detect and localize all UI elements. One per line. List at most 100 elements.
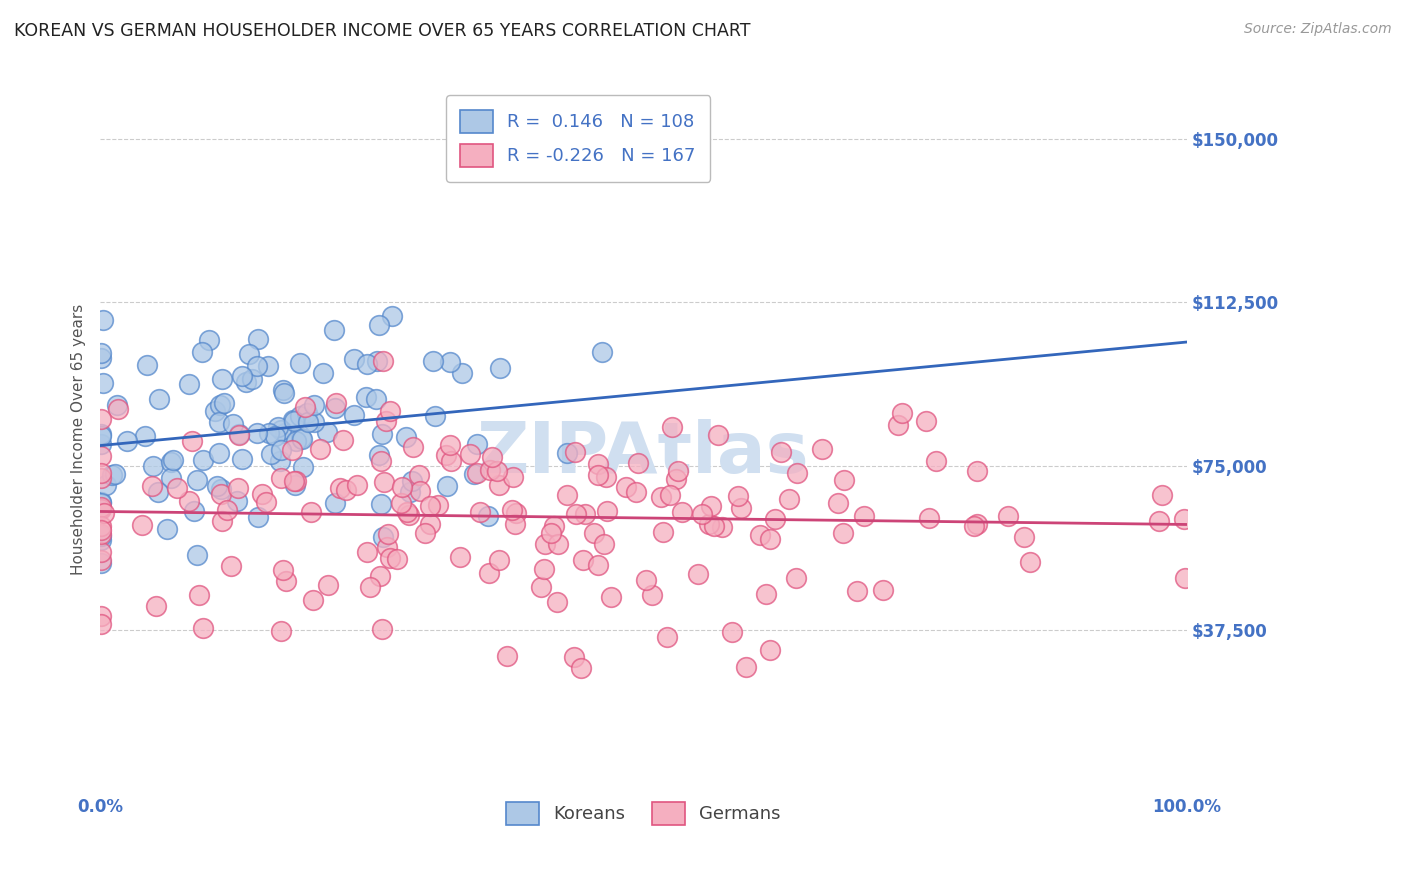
Point	[426, 498, 449, 512]
Point	[159, 470, 181, 484]
Point	[346, 477, 368, 491]
Point	[409, 483, 432, 498]
Point	[356, 358, 378, 372]
Point	[90, 426, 112, 441]
Point	[477, 508, 499, 523]
Point	[478, 566, 501, 580]
Point	[208, 415, 231, 429]
Point	[240, 372, 263, 386]
Point	[283, 414, 305, 428]
Point	[389, 496, 412, 510]
Point	[186, 473, 208, 487]
Point	[325, 396, 347, 410]
Point	[440, 454, 463, 468]
Point	[256, 359, 278, 373]
Point	[373, 475, 395, 490]
Point	[811, 442, 834, 457]
Point	[90, 524, 112, 538]
Point	[91, 376, 114, 390]
Text: ZIPAtlas: ZIPAtlas	[477, 419, 810, 489]
Point	[284, 478, 307, 492]
Point	[329, 481, 352, 495]
Point	[887, 418, 910, 433]
Point	[785, 571, 807, 585]
Point	[101, 468, 124, 483]
Point	[530, 580, 553, 594]
Point	[918, 511, 941, 525]
Point	[557, 446, 579, 460]
Point	[413, 526, 436, 541]
Point	[204, 404, 226, 418]
Point	[209, 482, 232, 496]
Point	[93, 506, 115, 520]
Point	[419, 499, 441, 513]
Point	[626, 485, 648, 500]
Point	[1152, 488, 1174, 502]
Point	[270, 471, 292, 485]
Point	[302, 415, 325, 429]
Point	[145, 599, 167, 613]
Point	[655, 631, 678, 645]
Point	[107, 401, 129, 416]
Point	[271, 383, 294, 397]
Point	[489, 360, 512, 375]
Point	[264, 428, 287, 442]
Text: Source: ZipAtlas.com: Source: ZipAtlas.com	[1244, 22, 1392, 37]
Point	[614, 480, 637, 494]
Point	[270, 423, 292, 437]
Point	[546, 595, 568, 609]
Point	[166, 481, 188, 495]
Point	[257, 425, 280, 440]
Point	[335, 483, 357, 497]
Point	[730, 500, 752, 515]
Point	[671, 506, 693, 520]
Point	[423, 409, 446, 423]
Point	[586, 558, 609, 572]
Point	[378, 551, 401, 566]
Point	[763, 512, 786, 526]
Point	[267, 419, 290, 434]
Point	[703, 519, 725, 533]
Point	[925, 453, 948, 467]
Point	[872, 583, 894, 598]
Point	[759, 532, 782, 546]
Point	[582, 526, 605, 541]
Point	[572, 553, 595, 567]
Point	[228, 428, 250, 442]
Point	[891, 405, 914, 419]
Point	[831, 526, 853, 541]
Point	[90, 351, 112, 366]
Point	[117, 434, 139, 448]
Point	[283, 413, 305, 427]
Point	[356, 390, 378, 404]
Point	[562, 649, 585, 664]
Point	[91, 313, 114, 327]
Point	[375, 540, 398, 554]
Point	[758, 643, 780, 657]
Point	[90, 527, 112, 541]
Point	[90, 411, 112, 425]
Point	[596, 504, 619, 518]
Point	[312, 366, 335, 380]
Point	[593, 537, 616, 551]
Point	[574, 507, 596, 521]
Point	[720, 624, 742, 639]
Point	[238, 346, 260, 360]
Point	[488, 553, 510, 567]
Point	[90, 533, 112, 547]
Point	[700, 499, 723, 513]
Point	[274, 425, 297, 440]
Point	[686, 566, 709, 581]
Point	[316, 425, 339, 440]
Point	[219, 559, 242, 574]
Point	[209, 398, 232, 412]
Point	[381, 309, 404, 323]
Point	[134, 429, 156, 443]
Point	[90, 556, 112, 570]
Point	[90, 436, 112, 450]
Point	[398, 508, 420, 523]
Point	[769, 445, 792, 459]
Point	[299, 505, 322, 519]
Point	[90, 346, 112, 360]
Point	[591, 344, 613, 359]
